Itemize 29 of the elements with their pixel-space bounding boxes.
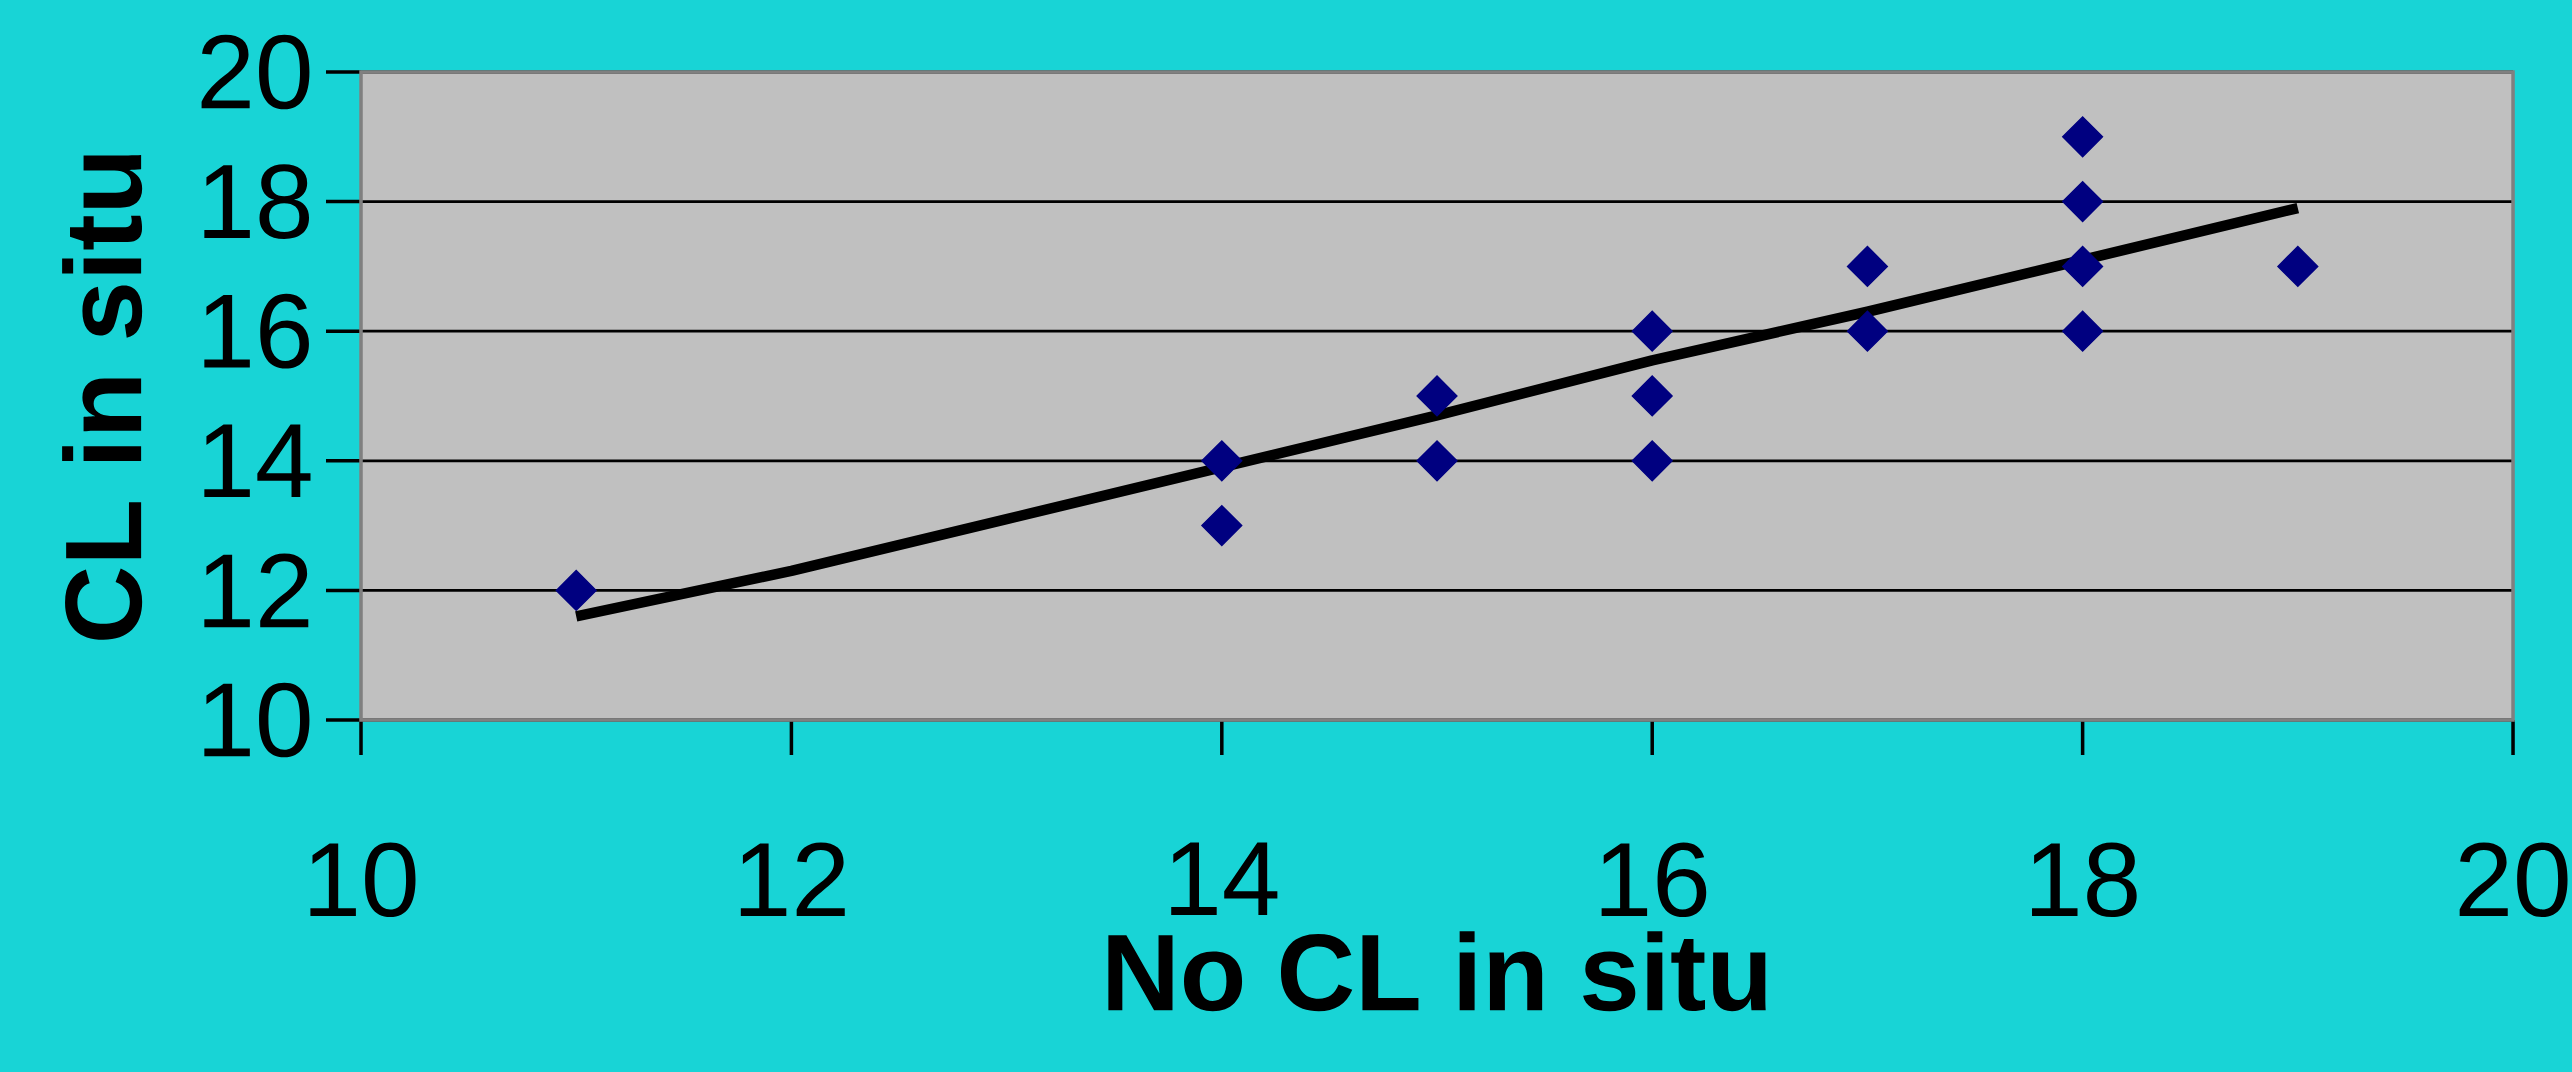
x-tick-label: 14 bbox=[1171, 842, 1278, 915]
point bbox=[1631, 310, 1673, 352]
point bbox=[1416, 375, 1458, 417]
point bbox=[1846, 245, 1889, 287]
point bbox=[1416, 440, 1458, 482]
x-tick-label: 20 bbox=[2459, 842, 2568, 918]
x-tick-label: 18 bbox=[2032, 842, 2137, 918]
x-tick-label: 10 bbox=[310, 842, 416, 918]
point bbox=[1631, 440, 1673, 482]
y-tick-label: 18 bbox=[204, 164, 309, 239]
point bbox=[2277, 245, 2319, 287]
x-axis-title: No CL in situ bbox=[1108, 931, 1766, 1012]
point bbox=[2062, 310, 2104, 352]
y-axis-title: CL in situ bbox=[62, 155, 143, 640]
point bbox=[1631, 375, 1673, 417]
y-tick-label: 16 bbox=[204, 293, 309, 369]
point bbox=[555, 569, 597, 611]
y-tick-label: 12 bbox=[204, 553, 309, 628]
point bbox=[1846, 310, 1889, 352]
y-tick-label: 20 bbox=[201, 34, 310, 110]
point bbox=[1201, 440, 1243, 482]
y-tick-label: 10 bbox=[204, 682, 310, 758]
point bbox=[2062, 245, 2104, 287]
y-tick-label: 14 bbox=[204, 424, 311, 498]
point bbox=[2062, 180, 2104, 223]
x-tick-label: 12 bbox=[740, 842, 845, 917]
x-tick-label: 16 bbox=[1601, 842, 1707, 918]
point bbox=[1201, 504, 1243, 547]
point bbox=[2062, 116, 2104, 158]
